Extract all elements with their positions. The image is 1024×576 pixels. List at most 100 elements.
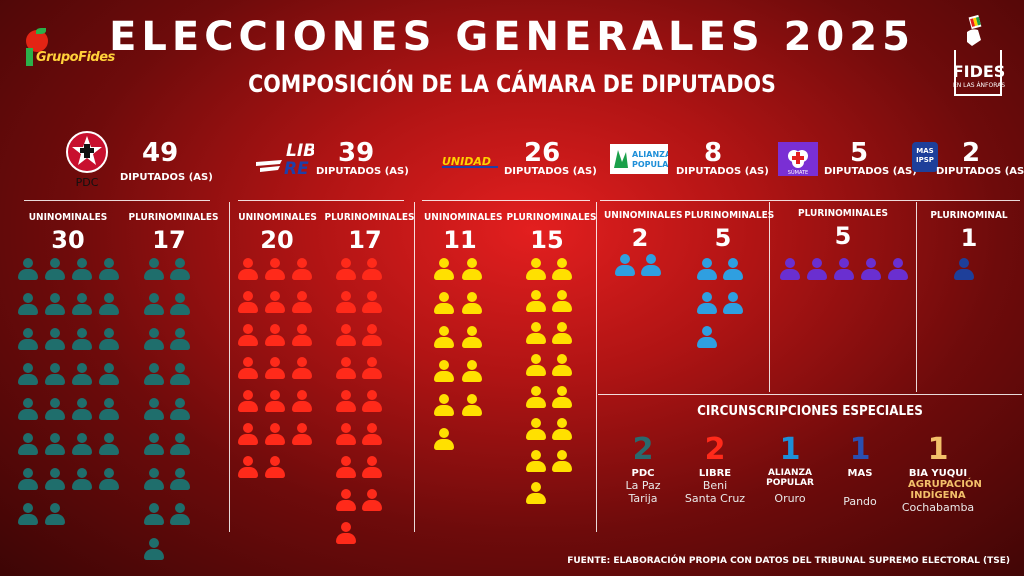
seat-person-icon xyxy=(99,468,119,490)
seat-person-icon xyxy=(170,398,190,420)
column-count: 17 xyxy=(348,226,382,254)
seat-person-icon xyxy=(265,258,285,280)
seat-person-icon xyxy=(434,394,454,416)
seat-person-icon xyxy=(144,258,164,280)
seat-person-icon xyxy=(238,456,258,478)
seat-person-icon xyxy=(18,468,38,490)
seat-person-icon xyxy=(336,390,356,412)
seat-person-icon xyxy=(434,428,454,450)
special-count: 2 xyxy=(632,432,654,467)
seat-person-icon xyxy=(336,324,356,346)
special-detail: Santa Cruz xyxy=(684,492,746,505)
seat-person-icon xyxy=(292,390,312,412)
party-total-label: DIPUTADOS (AS) xyxy=(120,172,213,183)
column-header: PLURINOMINALES xyxy=(684,210,775,221)
seat-person-icon xyxy=(144,503,164,525)
column-header: UNINOMINALES xyxy=(604,210,683,221)
seat-person-icon xyxy=(552,386,572,408)
seat-person-icon xyxy=(434,258,454,280)
seat-person-icon xyxy=(238,258,258,280)
brand-right-text: FIDES xyxy=(952,62,1006,81)
svg-text:MAS: MAS xyxy=(916,147,933,155)
seat-person-icon xyxy=(336,258,356,280)
seat-person-icon xyxy=(238,357,258,379)
seat-person-icon xyxy=(265,324,285,346)
seat-person-icon xyxy=(462,360,482,382)
special-subparty: AGRUPACIÓN INDÍGENA xyxy=(908,479,982,501)
seat-person-icon xyxy=(144,363,164,385)
seat-person-icon xyxy=(45,328,65,350)
seat-person-icon xyxy=(72,328,92,350)
seat-person-icon xyxy=(434,360,454,382)
column-header: PLURINOMINALES xyxy=(324,212,415,223)
party-total-label: DIPUTADOS (AS) xyxy=(676,166,769,177)
column-count: 2 xyxy=(631,224,649,252)
column-header: PLURINOMINAL xyxy=(930,210,1008,221)
party-total: 2 xyxy=(962,138,981,168)
seat-person-icon xyxy=(265,456,285,478)
alianza-popular-logo-icon: ALIANZA POPULAR xyxy=(610,144,668,174)
seat-person-icon xyxy=(170,503,190,525)
apple-icon xyxy=(26,30,48,52)
seat-person-icon xyxy=(834,258,854,280)
column-header: PLURINOMINALES xyxy=(128,212,219,223)
seat-person-icon xyxy=(552,322,572,344)
special-item-bia-yuqui: 1 BIA YUQUI AGRUPACIÓN INDÍGENA Cochabam… xyxy=(894,432,982,514)
seat-person-icon xyxy=(888,258,908,280)
seat-person-icon xyxy=(362,456,382,478)
party-total: 39 xyxy=(338,138,375,168)
seat-person-icon xyxy=(336,522,356,544)
column-count: 5 xyxy=(834,222,852,250)
seat-person-icon xyxy=(144,398,164,420)
party-header-libre: LIB RE 39 DIPUTADOS (AS) xyxy=(256,130,416,188)
svg-text:UNIDAD: UNIDAD xyxy=(442,155,491,168)
seat-person-icon xyxy=(292,291,312,313)
special-count: 1 xyxy=(927,432,949,467)
mas-ipsp-logo-icon: MAS IPSP xyxy=(912,142,938,172)
seat-person-icon xyxy=(362,390,382,412)
seat-person-icon xyxy=(292,357,312,379)
seat-person-icon xyxy=(292,324,312,346)
seat-person-icon xyxy=(265,291,285,313)
special-detail: La Paz xyxy=(625,479,661,492)
special-party: MAS xyxy=(847,468,873,479)
page-title: ELECCIONES GENERALES 2025 xyxy=(109,14,915,60)
ballot-hand-icon xyxy=(967,14,982,46)
seat-person-icon xyxy=(99,398,119,420)
pdc-logo-icon: PDC xyxy=(66,131,108,188)
seat-person-icon xyxy=(552,418,572,440)
special-detail: Beni xyxy=(702,479,728,492)
column-count: 15 xyxy=(530,226,564,254)
column-header: UNINOMINALES xyxy=(238,212,317,223)
svg-text:IPSP: IPSP xyxy=(916,156,934,164)
party-total-label: DIPUTADOS (AS) xyxy=(824,166,917,177)
source-footer: FUENTE: ELABORACIÓN PROPIA CON DATOS DEL… xyxy=(567,556,1010,566)
seat-person-icon xyxy=(45,363,65,385)
special-item-libre: 2 LIBRE Beni Santa Cruz xyxy=(675,432,755,505)
seat-person-icon xyxy=(615,254,635,276)
seat-person-icon xyxy=(18,293,38,315)
seat-person-icon xyxy=(72,398,92,420)
unidad-logo-icon: UNIDAD xyxy=(442,155,498,168)
special-party: PDC xyxy=(631,468,655,479)
seat-person-icon xyxy=(72,258,92,280)
seat-person-icon xyxy=(144,293,164,315)
seat-person-icon xyxy=(723,292,743,314)
seat-person-icon xyxy=(18,328,38,350)
seat-person-icon xyxy=(526,322,546,344)
special-item-mas: 1 MAS Pando xyxy=(820,432,900,508)
seat-person-icon xyxy=(45,293,65,315)
party-total-label: DIPUTADOS (AS) xyxy=(504,166,597,177)
fides-logo: FIDES EN LAS ÁNFORAS xyxy=(946,14,1012,96)
seat-person-icon xyxy=(336,291,356,313)
seat-person-icon xyxy=(552,290,572,312)
seat-person-icon xyxy=(697,258,717,280)
brand-left-text: GrupoFides xyxy=(36,50,115,65)
seat-person-icon xyxy=(362,423,382,445)
seat-person-icon xyxy=(99,328,119,350)
seat-person-icon xyxy=(552,258,572,280)
party-header-pdc: PDC 49 DIPUTADOS (AS) xyxy=(62,130,222,188)
seat-person-icon xyxy=(72,293,92,315)
page-subtitle: COMPOSICIÓN DE LA CÁMARA DE DIPUTADOS xyxy=(248,70,776,98)
special-detail: Pando xyxy=(843,495,877,508)
